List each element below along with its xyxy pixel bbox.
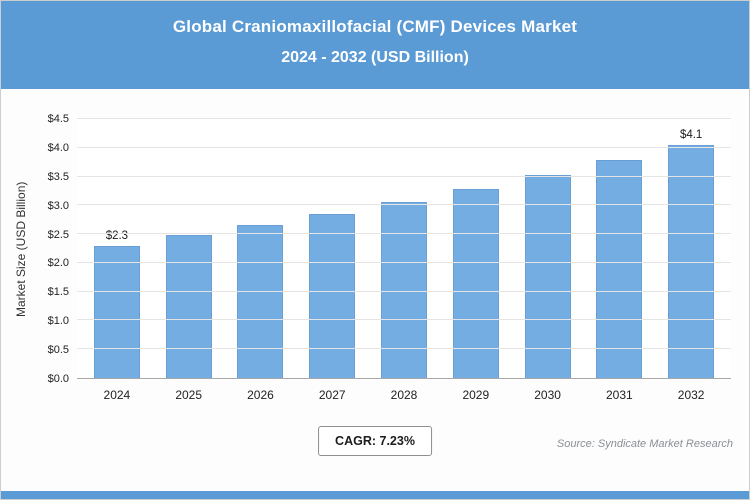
y-axis-title: Market Size (USD Billion) bbox=[14, 181, 28, 317]
cagr-badge: CAGR: 7.23% bbox=[318, 426, 432, 456]
bar-slot bbox=[512, 119, 584, 378]
y-tick-label: $0.5 bbox=[47, 344, 69, 357]
chart-header: Global Craniomaxillofacial (CMF) Devices… bbox=[1, 1, 749, 89]
chart-title-line2: 2024 - 2032 (USD Billion) bbox=[281, 49, 469, 66]
gridline bbox=[77, 261, 731, 263]
gridline bbox=[77, 290, 731, 292]
bar-slot: $4.1 bbox=[655, 119, 727, 378]
x-tick-label: 2032 bbox=[677, 388, 705, 402]
gridline bbox=[77, 204, 731, 206]
x-axis-labels: 2024 2025 2026 2027 2028 2029 2030 2031 2032 bbox=[77, 388, 731, 402]
gridline bbox=[77, 118, 731, 119]
gridline bbox=[77, 175, 731, 177]
gridline bbox=[77, 146, 731, 148]
x-tick-label: 2026 bbox=[247, 388, 274, 402]
y-tick-label: $3.5 bbox=[47, 170, 69, 183]
source-attribution: Source: Syndicate Market Research bbox=[556, 438, 733, 450]
bar-slot bbox=[296, 119, 368, 378]
y-tick-label: $1.0 bbox=[47, 315, 69, 328]
x-tick-label: 2028 bbox=[390, 388, 418, 402]
bar-2026 bbox=[237, 224, 284, 378]
bar-2029 bbox=[452, 189, 499, 378]
bar-2032 bbox=[668, 144, 715, 378]
y-tick-label: $2.0 bbox=[47, 257, 69, 270]
y-tick-label: $4.0 bbox=[47, 141, 69, 154]
bar-slot bbox=[153, 119, 225, 378]
bar-value-label: $4.1 bbox=[679, 128, 703, 141]
chart-footer: CAGR: 7.23% Source: Syndicate Market Res… bbox=[1, 426, 749, 466]
bar-slot bbox=[583, 119, 655, 378]
y-tick-label: $3.0 bbox=[47, 199, 69, 212]
bars-container: $2.3 $4.1 bbox=[77, 119, 731, 378]
bar-slot bbox=[368, 119, 440, 378]
gridline bbox=[77, 348, 731, 350]
bar-2024 bbox=[93, 245, 140, 378]
plot-column: $2.3 $4.1 2024 2025 2026 2027 2028 2029 2030 203… bbox=[77, 118, 731, 402]
gridline bbox=[77, 233, 731, 235]
bar-2030 bbox=[524, 175, 571, 378]
y-tick-label: $4.5 bbox=[47, 113, 69, 125]
bar-2027 bbox=[309, 213, 356, 378]
x-tick-label: 2024 bbox=[103, 388, 131, 402]
footer-accent-bar bbox=[1, 491, 749, 499]
y-axis: $0.0 $0.5 $1.0 $1.5 $2.0 $2.5 $3.0 $3.5 $4.0 $4.5 bbox=[33, 113, 77, 385]
gridline bbox=[77, 319, 731, 321]
x-tick-label: 2027 bbox=[318, 388, 346, 402]
chart-area: Market Size (USD Billion) $0.0 $0.5 $1.0 $1… bbox=[9, 113, 731, 402]
y-tick-label: $1.5 bbox=[47, 286, 69, 299]
chart-title-line1: Global Craniomaxillofacial (CMF) Devices… bbox=[172, 17, 578, 36]
bar-slot: $2.3 bbox=[81, 119, 153, 378]
x-tick-label: 2029 bbox=[462, 388, 490, 402]
x-tick-label: 2025 bbox=[175, 388, 203, 402]
y-tick-label: $0.0 bbox=[47, 373, 69, 385]
plot-area: $2.3 $4.1 bbox=[77, 118, 731, 379]
bar-slot bbox=[225, 119, 297, 378]
bar-slot bbox=[440, 119, 512, 378]
bar-2025 bbox=[165, 235, 212, 378]
y-tick-label: $2.5 bbox=[47, 228, 69, 241]
x-tick-label: 2030 bbox=[534, 388, 561, 402]
x-tick-label: 2031 bbox=[606, 388, 633, 402]
bar-value-label: $2.3 bbox=[105, 229, 129, 242]
bar-2031 bbox=[596, 160, 643, 378]
